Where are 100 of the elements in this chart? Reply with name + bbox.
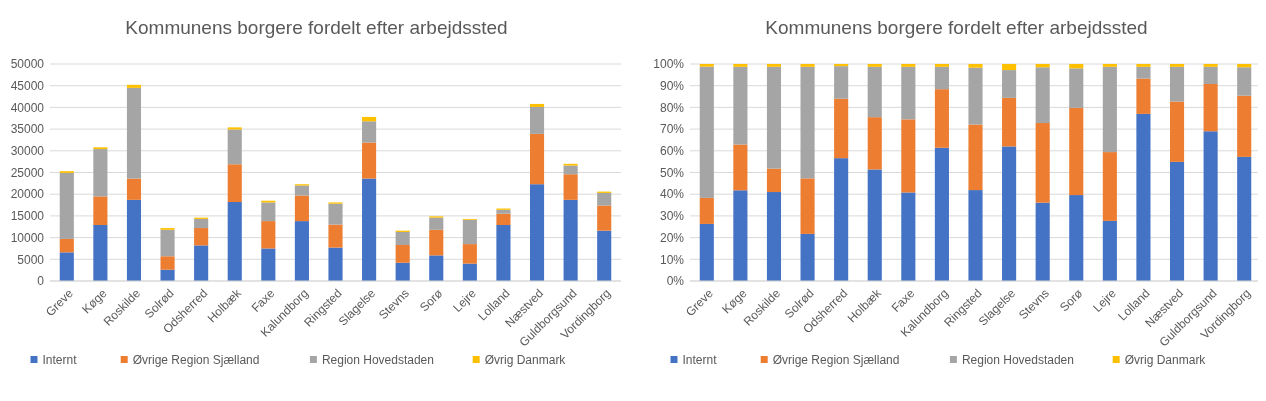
bar xyxy=(968,124,983,191)
bar xyxy=(1102,66,1117,153)
bar xyxy=(733,64,748,67)
bar xyxy=(699,223,714,281)
bar xyxy=(261,248,276,281)
legend-label: Øvrig Danmark xyxy=(484,353,567,368)
bar xyxy=(294,221,309,281)
y-tick-label: 80% xyxy=(659,100,685,115)
bar xyxy=(901,64,916,67)
bar xyxy=(294,185,309,196)
bar xyxy=(1237,156,1252,281)
y-tick-label: 10% xyxy=(659,252,685,267)
y-tick-label: 35000 xyxy=(10,122,45,137)
bar xyxy=(194,218,209,229)
bar xyxy=(968,64,983,68)
bar xyxy=(429,255,444,281)
bar xyxy=(1169,66,1185,102)
bar xyxy=(462,219,477,245)
bar xyxy=(1203,66,1218,84)
y-tick-label: 40% xyxy=(659,187,685,202)
bar xyxy=(733,144,748,191)
y-tick-label: 20% xyxy=(659,230,685,245)
bar xyxy=(934,89,949,148)
chart-title: Kommunens borgere fordelt efter arbejdssted xyxy=(765,17,1148,38)
legend-label: Øvrig Danmark xyxy=(1124,353,1207,368)
y-tick-label: 0 xyxy=(37,274,45,289)
legend-label: Øvrige Region Sjælland xyxy=(772,353,900,368)
y-tick-label: 90% xyxy=(659,78,685,93)
y-tick-label: 15000 xyxy=(10,209,45,224)
y-tick-label: 60% xyxy=(659,144,685,158)
bar xyxy=(261,221,276,249)
bar xyxy=(1035,123,1050,203)
bar xyxy=(1069,107,1084,196)
bar xyxy=(529,103,545,107)
bar xyxy=(1102,152,1117,221)
bar xyxy=(800,233,815,281)
bar xyxy=(93,149,108,197)
bar xyxy=(227,127,242,130)
bar xyxy=(1035,202,1050,281)
bar xyxy=(1136,113,1151,281)
bar xyxy=(934,64,949,67)
bar xyxy=(227,164,242,203)
y-tick-label: 40000 xyxy=(10,100,45,115)
bar xyxy=(934,66,949,90)
bar xyxy=(126,178,142,200)
bar xyxy=(1203,131,1218,281)
legend-label: Region Hovedstaden xyxy=(321,353,434,368)
bar xyxy=(733,66,748,145)
bar xyxy=(362,121,377,143)
bar xyxy=(1102,64,1117,67)
bar xyxy=(496,213,511,226)
bar xyxy=(395,244,410,263)
legend-label: Internt xyxy=(682,353,718,368)
bar xyxy=(901,192,916,281)
bar xyxy=(362,116,377,122)
bar xyxy=(563,165,578,175)
bar xyxy=(59,252,74,281)
bar xyxy=(59,172,74,239)
legend-label: Region Hovedstaden xyxy=(961,353,1074,368)
bar xyxy=(1002,146,1017,281)
y-tick-label: 100% xyxy=(653,57,685,72)
bar xyxy=(529,106,545,134)
y-tick-label: 45000 xyxy=(10,78,45,93)
bar xyxy=(766,168,782,193)
bar xyxy=(1136,78,1151,114)
bar xyxy=(1136,66,1151,79)
bar xyxy=(901,119,916,193)
y-tick-label: 10000 xyxy=(10,230,45,245)
bar xyxy=(126,199,142,281)
bar xyxy=(160,256,175,270)
bar xyxy=(1002,64,1017,71)
bar xyxy=(1069,68,1084,108)
bar xyxy=(867,66,882,118)
bar xyxy=(496,209,511,214)
bar xyxy=(1169,161,1185,281)
bar xyxy=(867,64,882,67)
bar xyxy=(462,244,477,264)
legend-label: Øvrige Region Sjælland xyxy=(132,353,260,368)
bar xyxy=(1136,64,1151,67)
bar xyxy=(867,117,882,170)
legend-label: Internt xyxy=(42,353,78,368)
bar xyxy=(1203,64,1218,67)
bar xyxy=(1169,64,1185,67)
bar xyxy=(1002,70,1017,98)
bar xyxy=(194,228,209,246)
y-tick-label: 30% xyxy=(659,209,685,224)
bar xyxy=(766,66,782,169)
bar xyxy=(934,147,949,281)
bar xyxy=(834,98,849,159)
bar xyxy=(1102,220,1117,281)
bar xyxy=(429,217,444,230)
bar xyxy=(395,262,410,281)
bar xyxy=(800,64,815,67)
y-tick-label: 5000 xyxy=(17,252,45,267)
y-tick-label: 50000 xyxy=(10,57,45,72)
bar xyxy=(261,202,276,222)
bar xyxy=(227,202,242,281)
bar xyxy=(968,190,983,281)
bar xyxy=(563,199,578,281)
y-tick-label: 25000 xyxy=(10,165,45,180)
